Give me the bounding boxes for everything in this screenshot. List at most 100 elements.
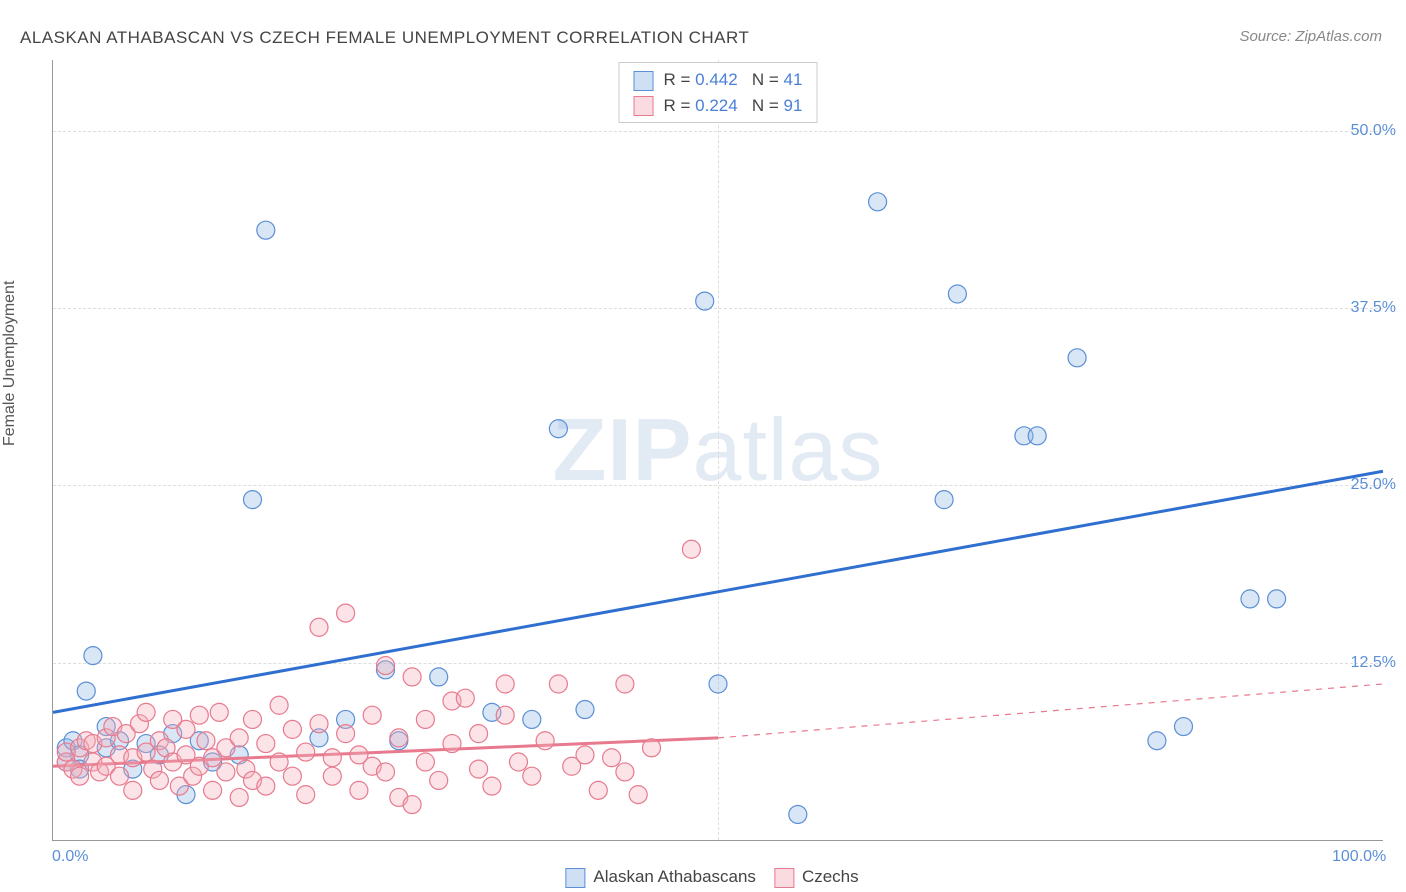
n-value: 91 (784, 96, 803, 115)
data-point (190, 706, 208, 724)
data-point (416, 753, 434, 771)
data-point (616, 675, 634, 693)
data-point (230, 788, 248, 806)
data-point (283, 767, 301, 785)
data-point (470, 760, 488, 778)
data-point (869, 193, 887, 211)
data-point (536, 732, 554, 750)
data-point (270, 696, 288, 714)
data-point (197, 732, 215, 750)
data-point (1241, 590, 1259, 608)
r-value: 0.224 (695, 96, 738, 115)
bottom-legend: Alaskan Athabascans Czechs (547, 867, 858, 888)
data-point (310, 618, 328, 636)
data-point (1175, 718, 1193, 736)
legend-swatch (634, 96, 654, 116)
x-tick-label: 100.0% (1332, 848, 1386, 866)
data-point (257, 735, 275, 753)
data-point (337, 604, 355, 622)
data-point (643, 739, 661, 757)
data-point (297, 743, 315, 761)
data-point (71, 767, 89, 785)
data-point (111, 767, 129, 785)
y-axis-title: Female Unemployment (1, 281, 19, 446)
stats-row: R = 0.224 N = 91 (634, 93, 803, 119)
y-tick-label: 37.5% (1351, 299, 1396, 317)
n-value: 41 (784, 70, 803, 89)
data-point (283, 720, 301, 738)
data-point (789, 805, 807, 823)
data-point (496, 706, 514, 724)
data-point (337, 725, 355, 743)
data-point (1028, 427, 1046, 445)
data-point (137, 703, 155, 721)
data-point (629, 786, 647, 804)
legend-swatch (774, 868, 794, 888)
data-point (603, 749, 621, 767)
data-point (377, 657, 395, 675)
data-point (616, 763, 634, 781)
data-point (523, 767, 541, 785)
data-point (430, 668, 448, 686)
data-point (150, 771, 168, 789)
data-point (177, 720, 195, 738)
y-tick-label: 12.5% (1351, 654, 1396, 672)
data-point (430, 771, 448, 789)
data-point (297, 786, 315, 804)
data-point (470, 725, 488, 743)
data-point (510, 753, 528, 771)
legend-label: Czechs (802, 867, 859, 886)
data-point (1068, 349, 1086, 367)
data-point (77, 682, 95, 700)
legend-item: Czechs (756, 867, 859, 886)
data-point (709, 675, 727, 693)
y-tick-label: 25.0% (1351, 476, 1396, 494)
data-point (549, 675, 567, 693)
scatter-svg (53, 60, 1383, 840)
data-point (589, 781, 607, 799)
data-point (403, 668, 421, 686)
source-label: Source: ZipAtlas.com (1239, 28, 1382, 45)
legend-label: Alaskan Athabascans (593, 867, 756, 886)
data-point (323, 749, 341, 767)
chart-title: ALASKAN ATHABASCAN VS CZECH FEMALE UNEMP… (20, 28, 749, 48)
data-point (377, 763, 395, 781)
data-point (576, 701, 594, 719)
data-point (217, 763, 235, 781)
data-point (456, 689, 474, 707)
data-point (257, 221, 275, 239)
data-point (84, 647, 102, 665)
data-point (244, 491, 262, 509)
data-point (416, 710, 434, 728)
data-point (948, 285, 966, 303)
data-point (576, 746, 594, 764)
data-point (549, 420, 567, 438)
r-value: 0.442 (695, 70, 738, 89)
data-point (496, 675, 514, 693)
data-point (204, 781, 222, 799)
data-point (210, 703, 228, 721)
correlation-stats-box: R = 0.442 N = 41R = 0.224 N = 91 (619, 62, 818, 123)
data-point (124, 781, 142, 799)
data-point (935, 491, 953, 509)
legend-item: Alaskan Athabascans (547, 867, 756, 886)
data-point (230, 729, 248, 747)
legend-swatch (634, 71, 654, 91)
data-point (323, 767, 341, 785)
data-point (310, 715, 328, 733)
data-point (390, 729, 408, 747)
data-point (696, 292, 714, 310)
legend-swatch (565, 868, 585, 888)
data-point (1268, 590, 1286, 608)
data-point (523, 710, 541, 728)
data-point (483, 777, 501, 795)
x-tick-label: 0.0% (52, 848, 88, 866)
data-point (443, 735, 461, 753)
stats-row: R = 0.442 N = 41 (634, 67, 803, 93)
plot-area: ZIPatlas R = 0.442 N = 41R = 0.224 N = 9… (52, 60, 1383, 841)
data-point (1148, 732, 1166, 750)
data-point (257, 777, 275, 795)
data-point (270, 753, 288, 771)
data-point (363, 706, 381, 724)
data-point (350, 781, 368, 799)
